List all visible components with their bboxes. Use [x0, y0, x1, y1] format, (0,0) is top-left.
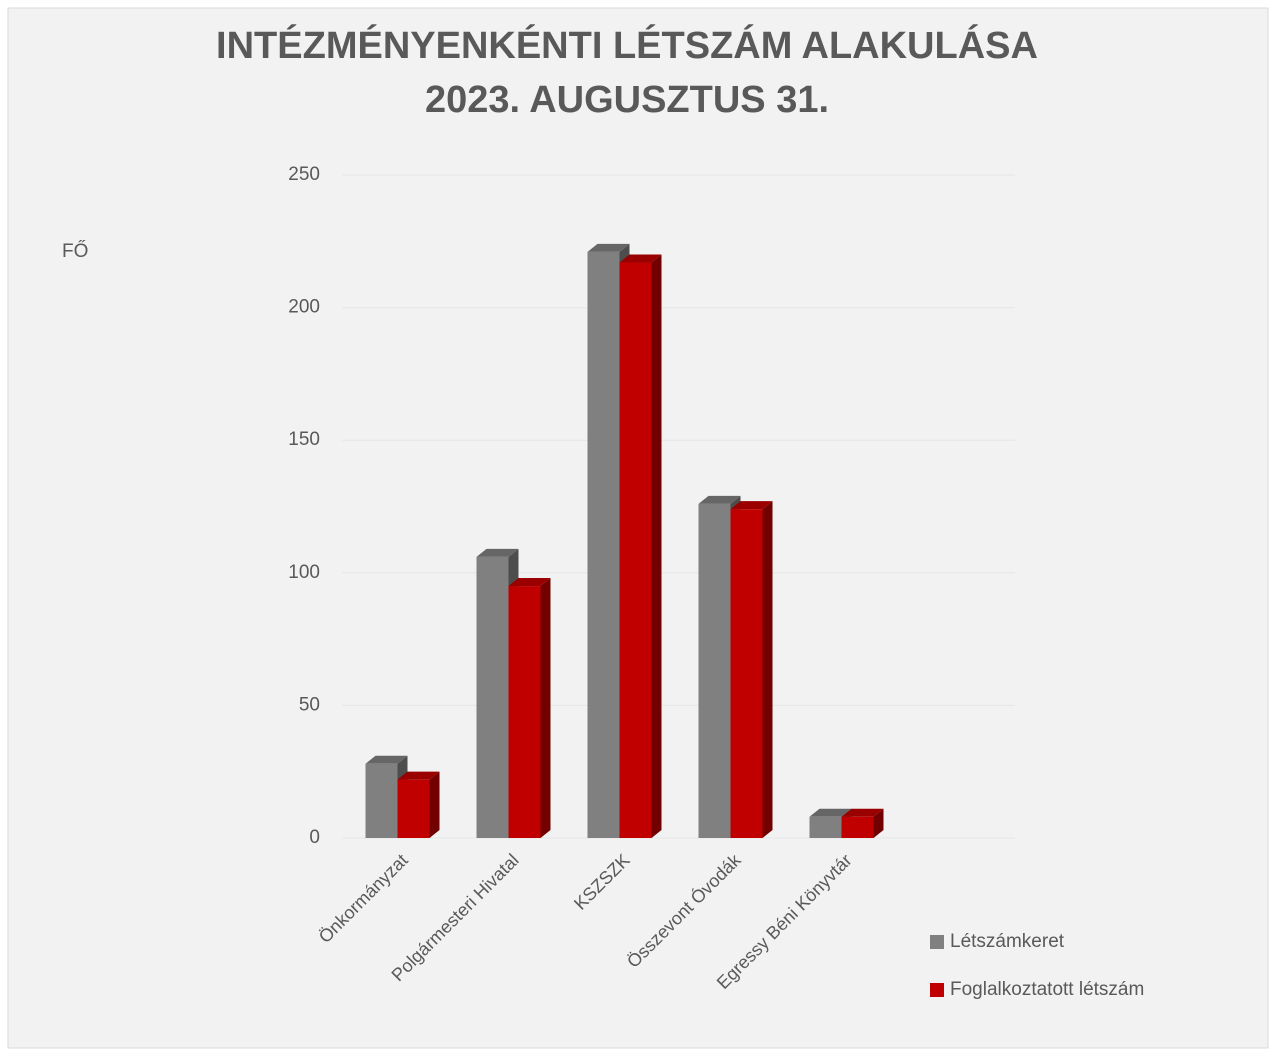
- legend-swatch: [930, 983, 944, 997]
- bar-top: [397, 771, 440, 780]
- bar-top: [698, 495, 741, 504]
- bar: [841, 816, 874, 838]
- bar-side: [429, 771, 440, 838]
- y-axis-label: FŐ: [62, 240, 88, 262]
- y-tick-label: 50: [299, 694, 320, 715]
- bar-side: [540, 578, 551, 838]
- legend-label: Létszámkeret: [950, 931, 1065, 952]
- y-tick-label: 0: [309, 827, 320, 848]
- bar: [730, 509, 763, 838]
- bar-top: [587, 243, 630, 252]
- bar: [508, 586, 541, 838]
- bar: [587, 251, 620, 838]
- chart-title: INTÉZMÉNYENKÉNTI LÉTSZÁM ALAKULÁSA: [216, 23, 1038, 67]
- bar-top: [809, 808, 852, 817]
- bar: [619, 262, 652, 838]
- bar-top: [841, 808, 884, 817]
- bar: [809, 816, 842, 838]
- bar: [698, 503, 731, 838]
- bar: [365, 763, 398, 838]
- bar-top: [508, 578, 551, 587]
- bar: [476, 556, 509, 838]
- y-tick-label: 150: [288, 429, 320, 450]
- bar-top: [619, 254, 662, 263]
- bar-top: [365, 755, 408, 764]
- bar-side: [762, 501, 773, 838]
- bar-top: [730, 501, 773, 510]
- y-tick-label: 100: [288, 562, 320, 583]
- legend-swatch: [930, 935, 944, 949]
- bar: [397, 779, 430, 838]
- bar-side: [873, 808, 884, 838]
- bar-side: [651, 254, 662, 839]
- legend-label: Foglalkoztatott létszám: [950, 979, 1144, 1000]
- bar-top: [476, 548, 519, 557]
- y-tick-label: 200: [288, 297, 320, 318]
- y-tick-label: 250: [288, 164, 320, 185]
- chart-title: 2023. AUGUSZTUS 31.: [425, 79, 829, 121]
